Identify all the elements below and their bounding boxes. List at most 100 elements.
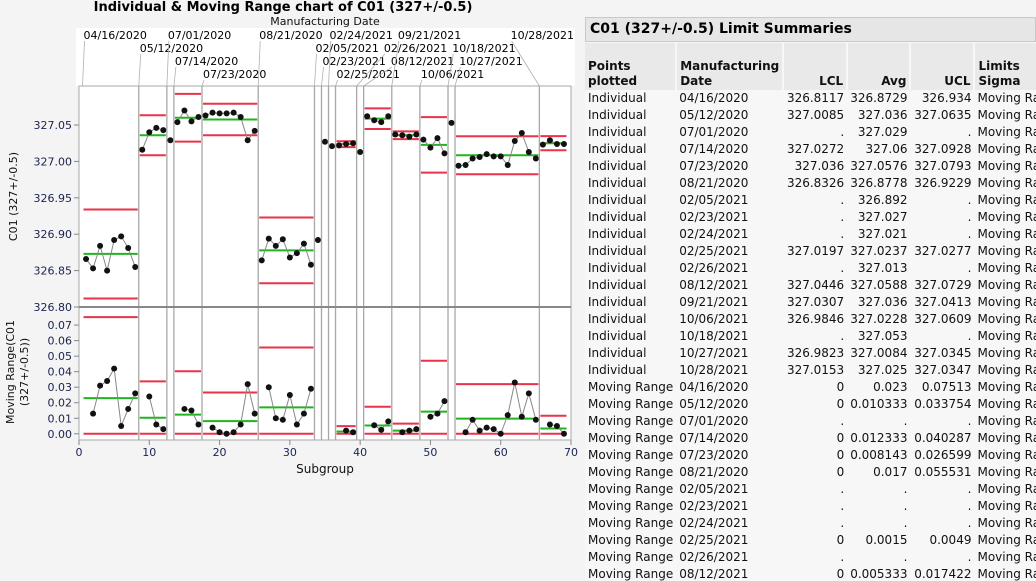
limits-sigma-cell: Moving Range	[977, 380, 1036, 394]
mr-point	[343, 427, 350, 434]
points-plotted-cell: Individual	[588, 261, 647, 275]
individual-point	[146, 129, 153, 136]
date-label-leader	[447, 53, 454, 87]
lcl-cell: 327.0197	[786, 244, 845, 258]
mr-y-tick-label: 0.06	[48, 335, 73, 348]
mr-point	[511, 379, 518, 386]
phase-date-label: 07/01/2020	[168, 29, 231, 42]
ucl-cell: 327.0413	[914, 295, 972, 309]
table-row: Individual 10/28/2021 327.0153 327.025 327.0…	[585, 362, 1036, 379]
phase-date-label: 07/14/2020	[175, 55, 238, 68]
phase-02-26-2021	[355, 86, 364, 440]
avg-cell: 327.0588	[850, 278, 908, 292]
column-header[interactable]: Manufacturing Date	[676, 43, 785, 90]
mr-point	[427, 413, 434, 420]
lcl-cell: .	[840, 329, 845, 343]
limits-sigma-cell: Moving Range	[977, 108, 1036, 122]
mr-point	[532, 416, 539, 423]
lcl-cell: 0	[836, 533, 845, 547]
mr-point	[237, 421, 244, 428]
mr-y-tick-label: 0.07	[48, 319, 73, 332]
points-plotted-cell: Individual	[588, 227, 647, 241]
lcl-cell: .	[840, 516, 845, 530]
table-row: Individual 04/16/2020 326.8117 326.8729 326.…	[585, 90, 1036, 107]
individual-point	[209, 109, 216, 116]
date-cell: 02/05/2021	[679, 193, 749, 207]
column-header[interactable]: Limits Sigma	[974, 43, 1036, 90]
mr-y-tick-label: 0.02	[48, 397, 73, 410]
mr-point	[406, 427, 413, 434]
phase-date-label: 10/18/2021	[452, 42, 515, 55]
table-row: Individual 05/12/2020 327.0085 327.036 327.0…	[585, 107, 1036, 124]
limits-sigma-cell: Moving Range	[977, 227, 1036, 241]
column-header-line1: Manufacturing	[680, 59, 780, 73]
individual-point	[188, 118, 195, 125]
ucl-cell: .	[967, 516, 972, 530]
points-plotted-cell: Individual	[588, 278, 647, 292]
date-cell: 02/05/2021	[679, 482, 749, 496]
ucl-cell: 327.0345	[914, 346, 972, 360]
points-plotted-cell: Moving Range	[588, 465, 674, 479]
limits-sigma-cell: Moving Range	[977, 346, 1036, 360]
mr-point	[125, 405, 132, 412]
date-label-leader	[356, 53, 386, 87]
points-plotted-cell: Individual	[588, 210, 647, 224]
column-header[interactable]: LCL	[783, 43, 849, 90]
lcl-cell: 0	[836, 380, 845, 394]
column-header-line2: Date	[680, 74, 713, 88]
individual-point	[202, 112, 209, 119]
individual-point	[455, 162, 462, 169]
date-cell: 07/23/2020	[679, 448, 749, 462]
date-cell: 10/06/2021	[679, 312, 749, 326]
phase-02-24-2021	[327, 86, 336, 440]
date-cell: 04/16/2020	[679, 380, 749, 394]
mr-point	[434, 410, 441, 417]
limit-summaries-title[interactable]: C01 (327+/-0.5) Limit Summaries	[585, 17, 1036, 42]
mr-point	[244, 381, 251, 388]
date-cell: 08/12/2021	[679, 567, 749, 581]
individual-point	[532, 155, 539, 162]
individual-point	[357, 148, 364, 155]
points-plotted-cell: Moving Range	[588, 533, 674, 547]
points-plotted-cell: Moving Range	[588, 448, 674, 462]
limits-sigma-cell: Moving Range	[977, 142, 1036, 156]
avg-cell: .	[903, 550, 908, 564]
lcl-cell: .	[840, 261, 845, 275]
table-row: Moving Range 02/26/2021... Moving Range	[585, 549, 1036, 566]
individual-point	[244, 137, 251, 144]
individual-point	[371, 117, 378, 124]
limits-sigma-cell: Moving Range	[977, 533, 1036, 547]
avg-cell: 327.0084	[850, 346, 908, 360]
column-header[interactable]: UCL	[910, 43, 976, 90]
date-cell: 05/12/2020	[679, 397, 749, 411]
table-row: Individual 02/24/2021. 327.021. Moving Rang…	[585, 226, 1036, 243]
individual-point	[385, 113, 392, 120]
phase-date-label: 10/28/2021	[511, 29, 574, 42]
column-header[interactable]: Avg	[847, 43, 912, 90]
individual-point	[216, 110, 223, 117]
y-tick-label: 326.95	[34, 192, 73, 205]
ucl-cell: .	[967, 499, 972, 513]
y-tick-label: 326.80	[34, 301, 73, 314]
limits-sigma-cell: Moving Range	[977, 312, 1036, 326]
lcl-cell: 326.9846	[786, 312, 845, 326]
individual-point	[539, 141, 546, 148]
phase-date-label: 02/26/2021	[384, 42, 447, 55]
phase-date-label: 09/21/2021	[398, 29, 461, 42]
lcl-cell: .	[840, 210, 845, 224]
individual-point	[307, 261, 314, 268]
individual-point	[427, 144, 434, 151]
table-row: Individual 10/18/2021. 327.053. Moving Rang…	[585, 328, 1036, 345]
date-label-leader	[511, 40, 540, 87]
lcl-cell: 327.0307	[786, 295, 845, 309]
date-label-leader	[314, 53, 317, 87]
individual-point	[230, 109, 237, 116]
phase-02-05-2021	[313, 86, 321, 440]
phase-date-label: 04/16/2020	[84, 29, 147, 42]
points-plotted-cell: Individual	[588, 108, 647, 122]
date-label-leader	[454, 66, 461, 87]
column-header-line2: Limits Sigma	[978, 59, 1021, 88]
lcl-cell: 327.0085	[786, 108, 845, 122]
column-header[interactable]: Points plotted	[585, 43, 678, 90]
mr-point	[469, 416, 476, 423]
